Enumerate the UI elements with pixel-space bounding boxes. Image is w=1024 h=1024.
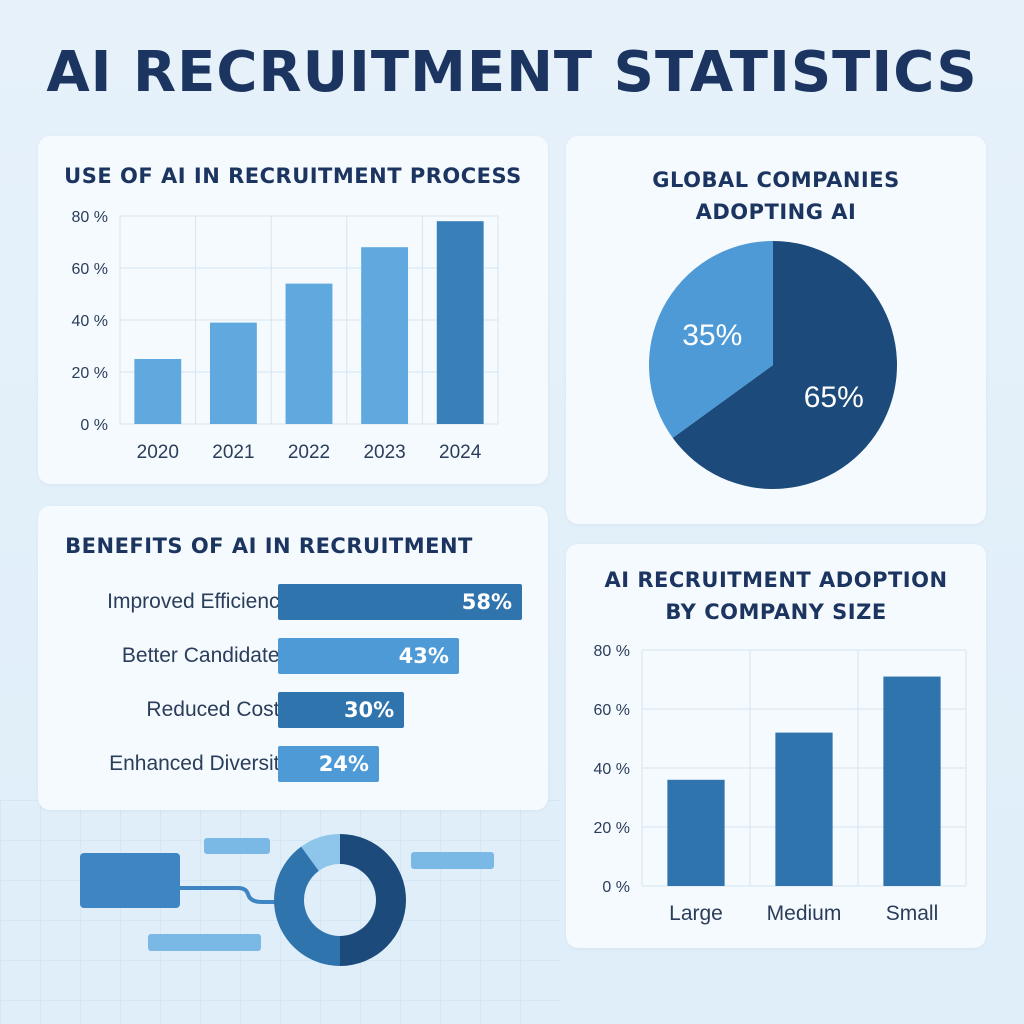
decor-donut-segment bbox=[301, 834, 340, 871]
pie-slice-label: 35% bbox=[682, 319, 742, 352]
page-title: AI RECRUITMENT STATISTICS bbox=[46, 40, 978, 105]
decor-pill-right bbox=[411, 852, 494, 869]
use-of-ai-category-label: 2024 bbox=[439, 442, 482, 463]
use-of-ai-bar bbox=[361, 247, 409, 424]
pie-slice-label: 65% bbox=[804, 381, 864, 414]
benefit-bar: 30% bbox=[278, 692, 405, 728]
benefit-value-label: 58% bbox=[461, 590, 512, 614]
benefit-label: Enhanced Diversity bbox=[109, 752, 290, 775]
benefit-value-label: 24% bbox=[318, 752, 369, 776]
benefit-value-label: 30% bbox=[343, 698, 395, 722]
company-size-category-label: Medium bbox=[767, 902, 842, 925]
company-size-bar bbox=[775, 732, 833, 886]
benefit-value-label: 43% bbox=[398, 644, 449, 668]
use-of-ai-ytick-label: 0 % bbox=[80, 417, 108, 434]
decor-connector bbox=[180, 886, 290, 904]
pie-slice bbox=[672, 241, 897, 490]
benefit-label: Better Candidates bbox=[121, 644, 290, 667]
company-size-ytick-label: 60 % bbox=[594, 702, 630, 719]
use-of-ai-ytick-label: 20 % bbox=[72, 365, 108, 382]
company-size-ytick-label: 80 % bbox=[594, 643, 630, 660]
use-of-ai-ytick-label: 80 % bbox=[72, 209, 108, 226]
benefit-row: Improved Efficiency 58% bbox=[62, 582, 582, 622]
benefit-label: Reduced Costs bbox=[146, 698, 290, 721]
use-of-ai-category-label: 2023 bbox=[363, 442, 405, 463]
benefit-row: Reduced Costs 30% bbox=[62, 690, 582, 730]
global-companies-title-line-2: ADOPTING AI bbox=[695, 200, 857, 224]
decor-box-large bbox=[80, 853, 180, 908]
use-of-ai-ytick-label: 60 % bbox=[72, 261, 108, 278]
benefit-label: Improved Efficiency bbox=[107, 590, 290, 613]
benefits-card: BENEFITS OF AI IN RECRUITMENT Improved E… bbox=[38, 506, 548, 810]
benefit-row: Enhanced Diversity 24% bbox=[62, 744, 582, 784]
company-size-bar bbox=[883, 676, 941, 886]
benefit-bar: 58% bbox=[278, 584, 522, 620]
pie-slice bbox=[649, 241, 773, 438]
use-of-ai-bar bbox=[436, 221, 484, 424]
decor-donut bbox=[274, 834, 406, 966]
company-size-chart: 0 % 20 % 40 % 60 % 80 % Large Medium Small bbox=[594, 643, 967, 925]
company-size-card: AI RECRUITMENT ADOPTION BY COMPANY SIZE … bbox=[566, 544, 986, 948]
company-size-ytick-label: 20 % bbox=[594, 820, 630, 837]
use-of-ai-title: USE OF AI IN RECRUITMENT PROCESS bbox=[64, 164, 522, 188]
use-of-ai-bar bbox=[134, 359, 182, 424]
benefits-chart: Improved Efficiency 58% Better Candidates 4… bbox=[62, 582, 542, 802]
use-of-ai-bar bbox=[209, 322, 257, 424]
use-of-ai-category-label: 2021 bbox=[212, 442, 254, 463]
decor-donut-segment bbox=[340, 834, 406, 966]
company-size-ytick-label: 40 % bbox=[594, 761, 630, 778]
company-size-title: AI RECRUITMENT ADOPTION BY COMPANY SIZE bbox=[566, 564, 986, 628]
global-companies-title-line-1: GLOBAL COMPANIES bbox=[652, 168, 900, 192]
decorative-illustration bbox=[80, 834, 494, 966]
use-of-ai-category-label: 2022 bbox=[288, 442, 330, 463]
use-of-ai-bar bbox=[285, 283, 333, 424]
company-size-title-line-2: BY COMPANY SIZE bbox=[665, 600, 887, 624]
company-size-title-line-1: AI RECRUITMENT ADOPTION bbox=[604, 568, 948, 592]
company-size-category-label: Large bbox=[669, 902, 723, 925]
global-companies-title: GLOBAL COMPANIES ADOPTING AI bbox=[566, 164, 986, 228]
benefit-bar: 43% bbox=[278, 638, 459, 674]
benefit-row: Better Candidates 43% bbox=[62, 636, 582, 676]
benefit-bar: 24% bbox=[278, 746, 379, 782]
global-companies-pie: 65% 35% bbox=[649, 241, 897, 490]
company-size-bar bbox=[667, 779, 725, 886]
use-of-ai-card: USE OF AI IN RECRUITMENT PROCESS 0 % 20 %… bbox=[38, 136, 548, 484]
use-of-ai-chart: 0 % 20 % 40 % 60 % 80 % 2020 2021 2022 2023 2024 bbox=[72, 209, 499, 463]
decor-pill-top bbox=[204, 838, 270, 854]
benefits-title: BENEFITS OF AI IN RECRUITMENT bbox=[65, 534, 473, 558]
decor-pill-bottom bbox=[148, 934, 261, 951]
company-size-category-label: Small bbox=[886, 902, 939, 925]
use-of-ai-ytick-label: 40 % bbox=[72, 313, 108, 330]
decor-donut-segment bbox=[274, 846, 340, 966]
company-size-ytick-label: 0 % bbox=[602, 879, 630, 896]
use-of-ai-category-label: 2020 bbox=[137, 442, 179, 463]
global-companies-card: GLOBAL COMPANIES ADOPTING AI 65% 35% bbox=[566, 136, 986, 524]
